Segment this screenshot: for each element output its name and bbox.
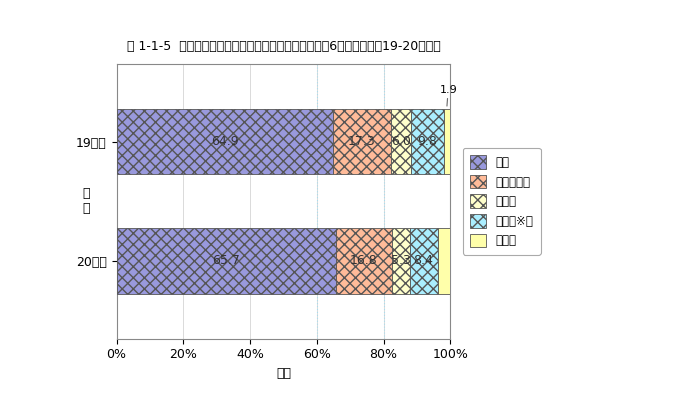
Legend: 本人, 連帯保証人, 保証人, 父母（※）, その他: 本人, 連帯保証人, 保証人, 父母（※）, その他 [463,148,541,255]
Text: 65.7: 65.7 [212,255,240,268]
Text: 1.9: 1.9 [440,84,457,94]
Bar [336,228,392,294]
Title: 図 1-1-5  主な返還者と性別との関係（男女計）（延滞6ヶ月以上）（19-20年度）: 図 1-1-5 主な返還者と性別との関係（男女計）（延滞6ヶ月以上）（19-20… [127,40,440,53]
Bar [333,109,391,174]
Bar [410,228,438,294]
Bar [444,109,450,174]
Bar [392,228,410,294]
Bar [391,109,411,174]
Y-axis label: 年
度: 年 度 [83,187,90,215]
Text: 16.8: 16.8 [350,255,378,268]
Text: 9.8: 9.8 [417,135,437,148]
Bar [117,228,336,294]
Text: 64.9: 64.9 [211,135,239,148]
Text: 6.0: 6.0 [391,135,411,148]
Text: 8.4: 8.4 [414,255,433,268]
Text: 5.3: 5.3 [391,255,411,268]
Bar [411,109,444,174]
Bar [117,109,333,174]
Bar [438,228,450,294]
X-axis label: 割合: 割合 [276,367,291,380]
Text: 17.3: 17.3 [348,135,376,148]
